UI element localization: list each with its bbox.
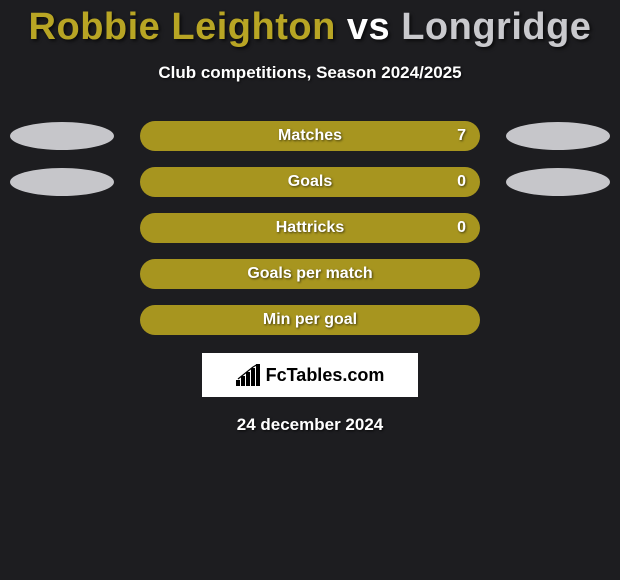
date-text: 24 december 2024 <box>0 415 620 435</box>
ellipse-spacer <box>10 260 114 288</box>
right-ellipse <box>506 168 610 196</box>
ellipse-spacer <box>506 306 610 334</box>
stat-bar: Hattricks 0 <box>140 213 480 243</box>
stat-label: Matches <box>278 127 342 145</box>
brand-box[interactable]: FcTables.com <box>202 353 418 397</box>
ellipse-spacer <box>10 214 114 242</box>
stat-bar: Goals 0 <box>140 167 480 197</box>
ellipse-spacer <box>506 260 610 288</box>
stat-label: Goals <box>288 173 332 191</box>
stat-bar: Goals per match <box>140 259 480 289</box>
stat-label: Hattricks <box>276 219 344 237</box>
stat-row: Goals 0 <box>0 167 620 197</box>
left-ellipse <box>10 122 114 150</box>
title-player1: Robbie Leighton <box>29 6 336 48</box>
stat-bar: Min per goal <box>140 305 480 335</box>
stat-value: 0 <box>457 173 466 191</box>
stat-value: 7 <box>457 127 466 145</box>
title-vs: vs <box>347 6 390 48</box>
stat-label: Goals per match <box>247 265 372 283</box>
stat-row: Hattricks 0 <box>0 213 620 243</box>
title-player2: Longridge <box>401 6 591 48</box>
stat-row: Min per goal <box>0 305 620 335</box>
ellipse-spacer <box>10 306 114 334</box>
brand-text: FcTables.com <box>266 365 385 386</box>
comparison-chart: Matches 7 Goals 0 Hattricks 0 Goals per match M… <box>0 121 620 335</box>
brand-bars-icon <box>236 364 262 386</box>
page-title: Robbie Leighton vs Longridge <box>0 0 620 49</box>
stat-row: Goals per match <box>0 259 620 289</box>
stat-value: 0 <box>457 219 466 237</box>
stat-row: Matches 7 <box>0 121 620 151</box>
left-ellipse <box>10 168 114 196</box>
ellipse-spacer <box>506 214 610 242</box>
right-ellipse <box>506 122 610 150</box>
stat-bar: Matches 7 <box>140 121 480 151</box>
stat-label: Min per goal <box>263 311 357 329</box>
subtitle: Club competitions, Season 2024/2025 <box>0 63 620 83</box>
